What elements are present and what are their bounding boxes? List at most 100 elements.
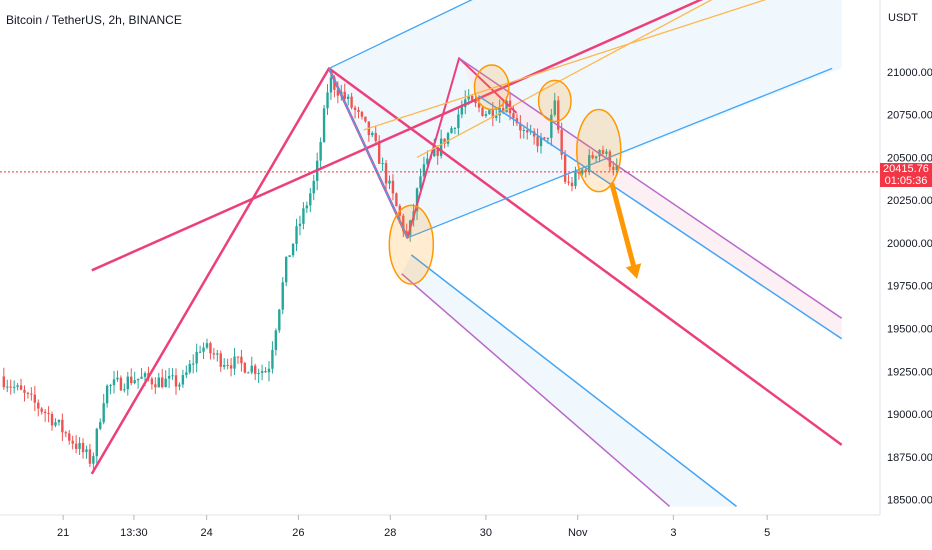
time-tick-label: 28 (384, 527, 396, 539)
price-tick-label: 18500.00 (887, 495, 932, 507)
candle-body (81, 443, 85, 453)
candle-body (92, 456, 95, 464)
bar-countdown: 01:05:36 (884, 174, 928, 187)
price-tick-label: 19000.00 (887, 409, 932, 421)
candle-body (594, 156, 598, 159)
candle-body (298, 223, 302, 227)
candle-body (591, 155, 594, 159)
candle-body (570, 182, 574, 187)
candle-body (567, 181, 570, 183)
candle-body (30, 393, 33, 395)
candle-body (192, 363, 195, 365)
candle-body (61, 419, 64, 433)
candle-body (450, 128, 453, 134)
candle-body (526, 130, 529, 133)
candle-body (402, 215, 405, 232)
candle-body (57, 419, 61, 423)
candle-body (601, 150, 605, 154)
candle-body (154, 384, 157, 388)
candle-body (50, 414, 54, 426)
candle-body (116, 377, 119, 380)
price-tick-label: 19500.00 (887, 324, 932, 336)
candle-body (381, 163, 384, 165)
candle-body (553, 100, 556, 115)
candle-body (212, 353, 216, 355)
candle-body (205, 343, 209, 348)
candle-body (319, 142, 322, 161)
arrow-head (625, 263, 642, 279)
candle-body (78, 443, 81, 449)
candle-body (99, 422, 102, 429)
candle-body (309, 193, 312, 206)
candle-body (584, 169, 587, 172)
candle-body (336, 89, 340, 96)
candle-body (384, 163, 388, 184)
candle-body (95, 428, 98, 457)
candle-body (357, 109, 360, 112)
highlight-circles[interactable] (388, 64, 622, 285)
candle-body (329, 77, 333, 93)
candle-body (278, 309, 281, 331)
candle-body (326, 92, 329, 109)
time-tick-label: 5 (764, 527, 770, 539)
candle-body (505, 100, 508, 113)
candle-body (557, 100, 560, 130)
candle-body (346, 96, 350, 100)
blue-lower-parallel (407, 67, 833, 239)
candle-body (439, 138, 443, 156)
blue-start-line (328, 68, 409, 239)
candle-body (126, 376, 129, 390)
candle-body (43, 411, 47, 414)
candle-body (322, 108, 326, 143)
purple-lower-fork (401, 273, 671, 507)
candle-body (467, 95, 470, 100)
candle-body (157, 377, 160, 388)
time-tick-label: 3 (670, 527, 676, 539)
candle-body (529, 131, 532, 133)
blue-upper-parallel (328, 0, 473, 69)
candle-body (174, 375, 178, 387)
candle-body (495, 115, 498, 118)
time-tick-label: 13:30 (120, 527, 148, 539)
candle-body (178, 384, 181, 387)
candle-body (388, 180, 391, 184)
candle-body (453, 127, 457, 129)
candle-body (295, 226, 298, 244)
candle-body (284, 256, 288, 283)
candle-body (353, 107, 357, 110)
candle-body (364, 116, 367, 122)
candle-body (85, 449, 88, 453)
candle-body (498, 108, 501, 116)
candle-body (484, 114, 488, 116)
candle-body (54, 422, 57, 426)
candle-body (422, 164, 426, 177)
candle-body (371, 132, 374, 136)
candle-body (267, 368, 271, 373)
candle-body (477, 103, 481, 108)
projection-arrow[interactable] (609, 182, 642, 279)
time-axis-ticks: 21 13:30 24 26 28 30 Nov 3 5 (57, 515, 770, 539)
candle-body (33, 394, 37, 403)
candle-body (515, 118, 519, 124)
candle-body (23, 389, 26, 393)
purple-upper-fork (458, 57, 843, 319)
candle-body (305, 205, 309, 209)
candle-body (501, 108, 505, 113)
candle-body (512, 113, 515, 119)
candle-body (481, 107, 484, 116)
last-price-tag[interactable]: 20415.76 01:05:36 (880, 162, 932, 187)
candle-body (539, 137, 543, 147)
highlight-circle-top-1 (473, 64, 510, 111)
candle-body (615, 165, 618, 170)
candle-body (522, 130, 525, 132)
candle-body (333, 77, 336, 90)
candle-body (543, 137, 546, 139)
candle-body (343, 91, 346, 100)
highlight-circle-top-2 (537, 79, 572, 123)
candle-body (488, 109, 491, 115)
price-axis-ticks: 18500.00 18750.00 19000.00 19250.00 19500.00… (887, 67, 932, 507)
price-tick-label: 19750.00 (887, 281, 932, 293)
pitchfork-drawings[interactable] (90, 0, 843, 507)
candle-body (9, 386, 12, 388)
